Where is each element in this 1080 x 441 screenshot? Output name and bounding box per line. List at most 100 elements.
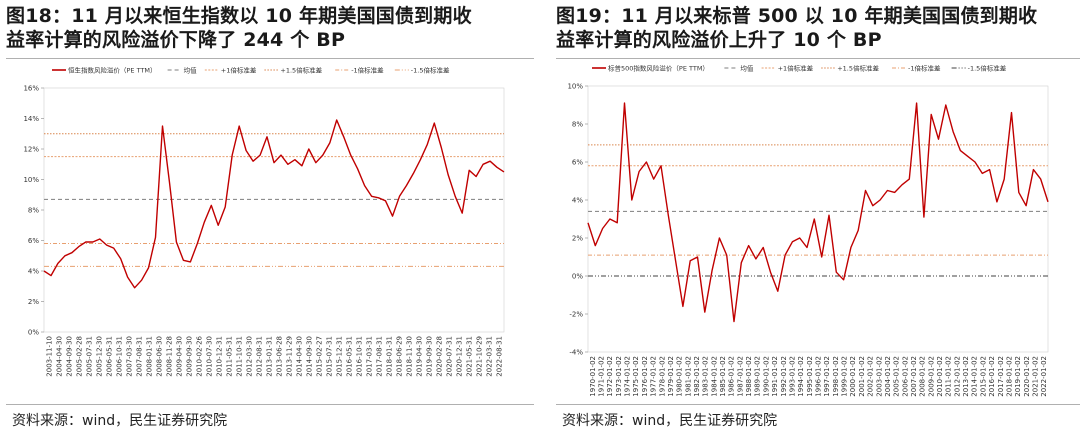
x-tick-label: 1980-01-02 (676, 356, 684, 397)
x-tick-label: 1997-01-02 (823, 356, 831, 397)
x-tick-label: 1998-01-02 (832, 356, 840, 397)
x-tick-label: 2010-02-26 (196, 335, 204, 376)
x-tick-label: 2016-10-31 (356, 336, 364, 377)
x-tick-label: 2006-05-31 (106, 336, 114, 377)
legend-item: 标普500指数风险溢价（PE TTM） (592, 63, 709, 72)
x-tick-label: 2021-10-29 (476, 336, 484, 377)
y-tick-label: 14% (23, 115, 39, 123)
x-tick-label: 2009-01-02 (927, 356, 935, 397)
legend-label: 均值 (184, 65, 198, 74)
legend-label: -1倍标准差 (908, 63, 941, 72)
legend-item: +1.5倍标准差 (821, 63, 879, 72)
x-tick-label: 2007-08-31 (136, 336, 144, 377)
x-tick-label: 2020-02-28 (436, 336, 444, 377)
legend-label: 恒生指数风险溢价（PE TTM） (68, 65, 157, 74)
x-tick-label: 2008-01-31 (146, 336, 154, 377)
x-tick-label: 2016-05-31 (346, 336, 354, 377)
y-tick-label: 10% (567, 83, 583, 91)
figure-title: 图18：11 月以来恒生指数以 10 年期美国国债到期收 益率计算的风险溢价下降… (6, 5, 472, 51)
x-tick-label: 2007-01-02 (910, 356, 918, 397)
risk-premium-line (587, 102, 1049, 323)
x-tick-label: 2020-07-31 (446, 336, 454, 377)
legend-label: +1.5倍标准差 (837, 63, 879, 72)
plot-area (587, 85, 1049, 353)
x-tick-label: 2003-11-10 (46, 336, 54, 377)
legend-label: -1.5倍标准差 (411, 65, 450, 74)
x-tick-label: 2010-07-30 (206, 336, 214, 377)
y-tick-label: 6% (28, 237, 39, 245)
x-tick-label: 2015-02-27 (316, 336, 324, 377)
x-tick-label: 1988-01-02 (745, 356, 753, 397)
legend-label: 标普500指数风险溢价（PE TTM） (608, 63, 709, 72)
x-tick-label: 2015-07-31 (326, 336, 334, 377)
x-tick-label: 2021-01-02 (1031, 356, 1039, 397)
x-tick-label: 2019-01-02 (1014, 356, 1022, 397)
x-tick-label: 2011-05-31 (226, 336, 234, 377)
x-tick-label: 2002-01-02 (867, 356, 875, 397)
x-tick-label: 2003-01-02 (875, 356, 883, 397)
y-tick-label: 0% (572, 273, 583, 281)
legend-item: -1倍标准差 (335, 65, 384, 74)
x-tick-label: 2005-02-28 (76, 336, 84, 377)
y-tick-label: -2% (569, 311, 583, 319)
x-tick-label: 2018-06-29 (396, 336, 404, 377)
x-tick-label: 1994-01-02 (797, 356, 805, 397)
x-tick-label: 2005-01-02 (893, 356, 901, 397)
x-tick-label: 1972-01-02 (606, 356, 614, 397)
x-tick-label: 1985-01-02 (719, 356, 727, 397)
legend-label: +1倍标准差 (221, 65, 257, 74)
x-tick-label: 2013-06-28 (276, 336, 284, 377)
x-tick-label: 2019-04-30 (416, 336, 424, 377)
y-tick-label: -4% (569, 349, 583, 357)
spx-risk-premium-chart: -4%-2%0%2%4%6%8%10%1970-01-02 1971-01-02 1… (567, 63, 1049, 397)
x-tick-label: 2009-09-30 (186, 336, 194, 377)
x-tick-label: 2014-09-30 (306, 336, 314, 377)
hsi-risk-premium-chart: 0% 2% 4% 6% 8% 10% 12% 14% 16% 2003-11-10 2004-04-… (23, 65, 505, 377)
x-tick-label: 2016-01-02 (988, 356, 996, 397)
x-tick-label: 2022-08-31 (496, 336, 504, 377)
x-tick-label: 1986-01-02 (728, 356, 736, 397)
x-tick-label: 2015-01-02 (979, 356, 987, 397)
legend-item: -1.5倍标准差 (951, 63, 1007, 72)
y-tick-label: 0% (28, 329, 39, 337)
x-tick-label: 2017-03-31 (366, 336, 374, 377)
x-tick-label: 2000-01-02 (849, 356, 857, 397)
x-tick-label: 2004-01-02 (884, 356, 892, 397)
x-tick-label: 1995-01-02 (806, 356, 814, 397)
x-tick-label: 2014-01-02 (971, 356, 979, 397)
x-tick-label: 1989-01-02 (754, 356, 762, 397)
x-tick-label: 2012-01-02 (953, 356, 961, 397)
x-tick-label: 1971-01-02 (598, 356, 606, 397)
x-tick-label: 2018-11-30 (406, 336, 414, 377)
x-tick-label: 2018-01-02 (1005, 356, 1013, 397)
x-tick-label: 1979-01-02 (667, 356, 675, 397)
legend-item: 均值 (167, 65, 198, 74)
y-tick-label: 2% (572, 235, 583, 243)
x-tick-label: 2005-07-31 (86, 336, 94, 377)
panel-spx: 图19：11 月以来标普 500 以 10 年期美国国债到期收 益率计算的风险溢… (556, 0, 1080, 441)
x-tick-label: 2011-01-02 (945, 356, 953, 397)
x-tick-label: 2020-01-02 (1023, 356, 1031, 397)
y-tick-label: 4% (572, 197, 583, 205)
x-tick-label: 1999-01-02 (841, 356, 849, 397)
x-tick-label: 2022-03-31 (486, 336, 494, 377)
x-tick-label: 1970-01-02 (589, 356, 597, 397)
x-tick-label: 2006-01-02 (901, 356, 909, 397)
bottom-rule (556, 404, 1080, 405)
x-tick-label: 2012-08-31 (256, 336, 264, 377)
x-tick-label: 2008-06-30 (156, 336, 164, 377)
x-tick-label: 2013-01-31 (266, 336, 274, 377)
y-tick-label: 2% (28, 298, 39, 306)
x-tick-label: 1977-01-02 (650, 356, 658, 397)
x-tick-label: 2022-01-02 (1040, 356, 1048, 397)
y-tick-label: 16% (23, 85, 39, 93)
x-tick-label: 2018-01-31 (386, 336, 394, 377)
x-tick-label: 2001-01-02 (858, 356, 866, 397)
legend-item: 恒生指数风险溢价（PE TTM） (52, 65, 157, 74)
y-tick-label: 4% (28, 268, 39, 276)
y-tick-label: 8% (28, 207, 39, 215)
x-tick-label: 1978-01-02 (658, 356, 666, 397)
legend-label: +1倍标准差 (778, 63, 814, 72)
legend-label: +1.5倍标准差 (280, 65, 322, 74)
x-tick-label: 2006-10-31 (116, 336, 124, 377)
